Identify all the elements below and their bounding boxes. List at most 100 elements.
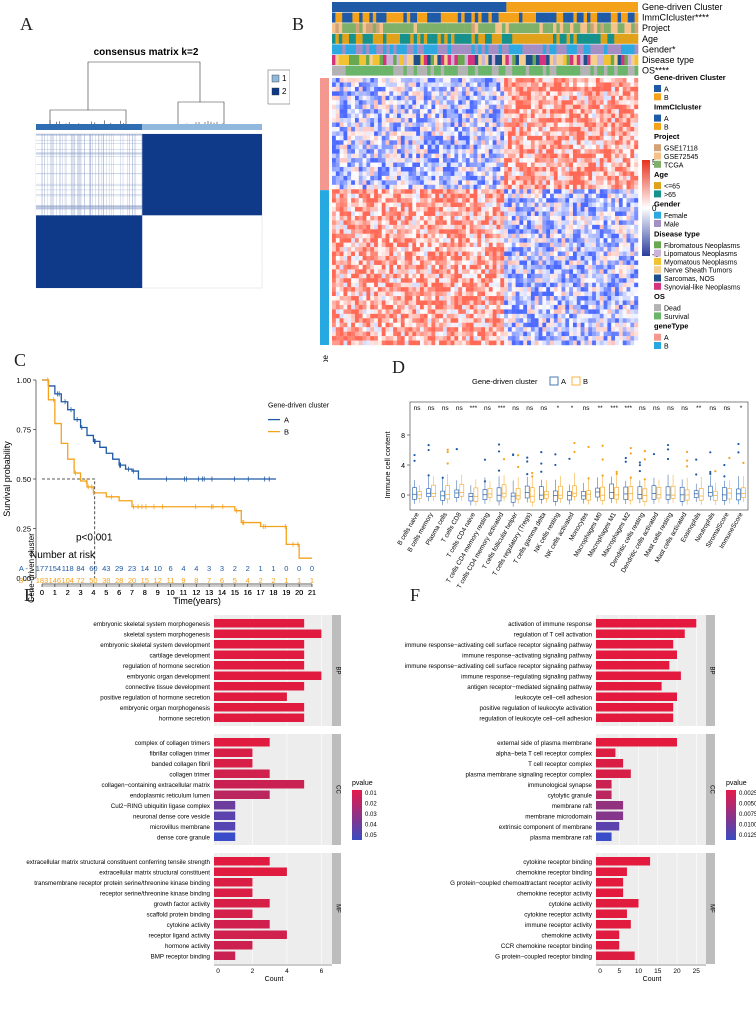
heatmap-cell xyxy=(492,296,497,301)
heatmap-cell xyxy=(435,233,440,239)
heatmap-cell xyxy=(354,126,359,132)
heatmap-cell xyxy=(339,269,344,274)
heatmap-cell xyxy=(351,313,356,319)
heatmap-cell xyxy=(527,291,532,297)
heatmap-cell xyxy=(546,86,551,92)
heatmap-cell xyxy=(557,215,562,221)
heatmap-cell xyxy=(393,242,398,248)
heatmap-cell xyxy=(515,313,520,319)
heatmap-cell xyxy=(397,322,402,328)
heatmap-cell xyxy=(523,175,528,181)
heatmap-cell xyxy=(465,162,470,168)
heatmap-cell xyxy=(511,104,516,110)
heatmap-cell xyxy=(404,175,409,181)
heatmap-cell xyxy=(454,313,459,319)
track-cell xyxy=(491,55,496,65)
heatmap-cell xyxy=(557,131,562,137)
heatmap-cell xyxy=(446,238,451,243)
heatmap-cell xyxy=(397,287,402,292)
track-cell xyxy=(383,12,387,23)
heatmap-cell xyxy=(519,131,524,137)
heatmap-cell xyxy=(488,340,493,346)
heatmap-cell xyxy=(435,82,440,88)
heatmap-cell xyxy=(366,180,371,185)
heatmap-cell xyxy=(377,158,382,163)
heatmap-cell xyxy=(427,309,432,315)
heatmap-cell xyxy=(538,318,543,323)
heatmap-cell xyxy=(485,82,490,88)
heatmap-cell xyxy=(530,331,535,337)
heatmap-cell xyxy=(393,86,398,92)
heatmap-cell xyxy=(527,331,532,337)
heatmap-cell xyxy=(507,86,512,92)
track-cell xyxy=(427,12,431,23)
heatmap-cell xyxy=(458,331,463,337)
heatmap-cell xyxy=(439,91,444,96)
heatmap-cell xyxy=(488,229,493,234)
heatmap-cell xyxy=(550,100,555,105)
heatmap-cell xyxy=(435,122,440,128)
track-cell xyxy=(461,55,465,65)
heatmap-cell xyxy=(343,167,348,172)
heatmap-cell xyxy=(339,109,344,114)
heatmap-cell xyxy=(588,336,593,341)
heatmap-cell xyxy=(569,247,574,252)
heatmap-cell xyxy=(572,327,577,332)
heatmap-cell xyxy=(496,247,501,252)
heatmap-cell xyxy=(557,91,562,96)
heatmap-cell xyxy=(374,153,379,159)
heatmap-cell xyxy=(507,340,512,346)
heatmap-cell xyxy=(569,91,574,96)
heatmap-cell xyxy=(572,78,577,83)
heatmap-cell xyxy=(599,153,604,159)
heatmap-cell xyxy=(439,264,444,270)
heatmap-cell xyxy=(496,122,501,128)
track-cell xyxy=(440,23,445,34)
heatmap-cell xyxy=(465,300,470,306)
heatmap-cell xyxy=(557,331,562,337)
heatmap-cell xyxy=(572,291,577,297)
heatmap-cell xyxy=(488,131,493,137)
heatmap-cell xyxy=(496,291,501,297)
heatmap-cell xyxy=(592,278,597,283)
heatmap-cell xyxy=(488,247,493,252)
track-cell xyxy=(590,33,595,44)
heatmap-cell xyxy=(381,327,386,332)
heatmap-cell xyxy=(354,86,359,92)
heatmap-cell xyxy=(481,229,486,234)
heatmap-cell xyxy=(538,167,543,172)
heatmap-cell xyxy=(381,291,386,297)
heatmap-cell xyxy=(511,153,516,159)
heatmap-cell xyxy=(374,202,379,208)
heatmap-cell xyxy=(431,140,436,145)
heatmap-cell xyxy=(423,189,428,194)
heatmap-cell xyxy=(595,313,600,319)
track-label: Gender* xyxy=(642,44,676,54)
heatmap-cell xyxy=(412,340,417,346)
heatmap-cell xyxy=(442,318,447,323)
heatmap-cell xyxy=(458,78,463,83)
heatmap-cell xyxy=(530,242,535,248)
heatmap-cell xyxy=(481,224,486,230)
heatmap-cell xyxy=(530,215,535,221)
heatmap-cell xyxy=(477,304,482,310)
heatmap-cell xyxy=(450,340,455,346)
heatmap-cell xyxy=(569,122,574,128)
heatmap-cell xyxy=(381,122,386,128)
heatmap-cell xyxy=(389,318,394,323)
heatmap-cell xyxy=(339,122,344,128)
heatmap-cell xyxy=(370,211,375,217)
heatmap-cell xyxy=(511,144,516,150)
heatmap-cell xyxy=(374,242,379,248)
heatmap-cell xyxy=(515,278,520,283)
heatmap-cell xyxy=(416,247,421,252)
heatmap-cell xyxy=(572,318,577,323)
heatmap-cell xyxy=(462,273,467,279)
heatmap-cell xyxy=(542,189,547,194)
heatmap-cell xyxy=(419,78,424,83)
track-cell xyxy=(566,33,571,44)
heatmap-cell xyxy=(565,247,570,252)
heatmap-cell xyxy=(332,131,337,137)
heatmap-cell xyxy=(374,95,379,101)
heatmap-cell xyxy=(507,233,512,239)
